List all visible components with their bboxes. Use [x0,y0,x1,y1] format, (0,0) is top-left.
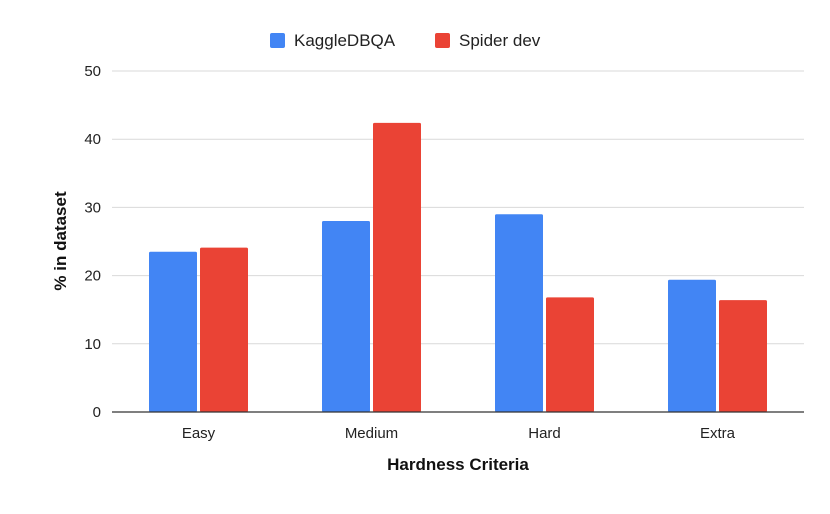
x-tick-label: Easy [182,425,216,442]
bar-kaggledbqa-hard [495,214,543,412]
legend-label-kaggledbqa: KaggleDBQA [294,31,396,50]
bar-spider-dev-easy [200,247,248,412]
bar-spider-dev-extra [719,300,767,412]
x-tick-label: Hard [528,425,561,442]
y-axis-title: % in dataset [51,191,70,291]
y-tick-label: 10 [84,336,101,353]
y-tick-label: 40 [84,131,101,148]
y-tick-label: 20 [84,268,101,285]
y-tick-label: 30 [84,199,101,216]
x-axis-title: Hardness Criteria [387,455,529,474]
legend-label-spider-dev: Spider dev [459,31,541,50]
legend: KaggleDBQA Spider dev [270,31,541,50]
x-tick-label: Extra [700,425,736,442]
x-tick-label: Medium [345,425,398,442]
bar-spider-dev-medium [373,122,421,412]
legend-swatch-kaggledbqa [270,33,285,48]
bar-kaggledbqa-easy [149,251,197,412]
bar-kaggledbqa-medium [322,221,370,412]
y-tick-label: 50 [84,63,101,80]
y-tick-label: 0 [93,404,101,421]
y-axis-ticks: 0 10 20 30 40 50 [84,63,101,421]
bar-kaggledbqa-extra [668,279,716,412]
bars [149,122,767,412]
legend-swatch-spider-dev [435,33,450,48]
bar-spider-dev-hard [546,297,594,412]
x-axis-ticks: Easy Medium Hard Extra [182,425,736,442]
